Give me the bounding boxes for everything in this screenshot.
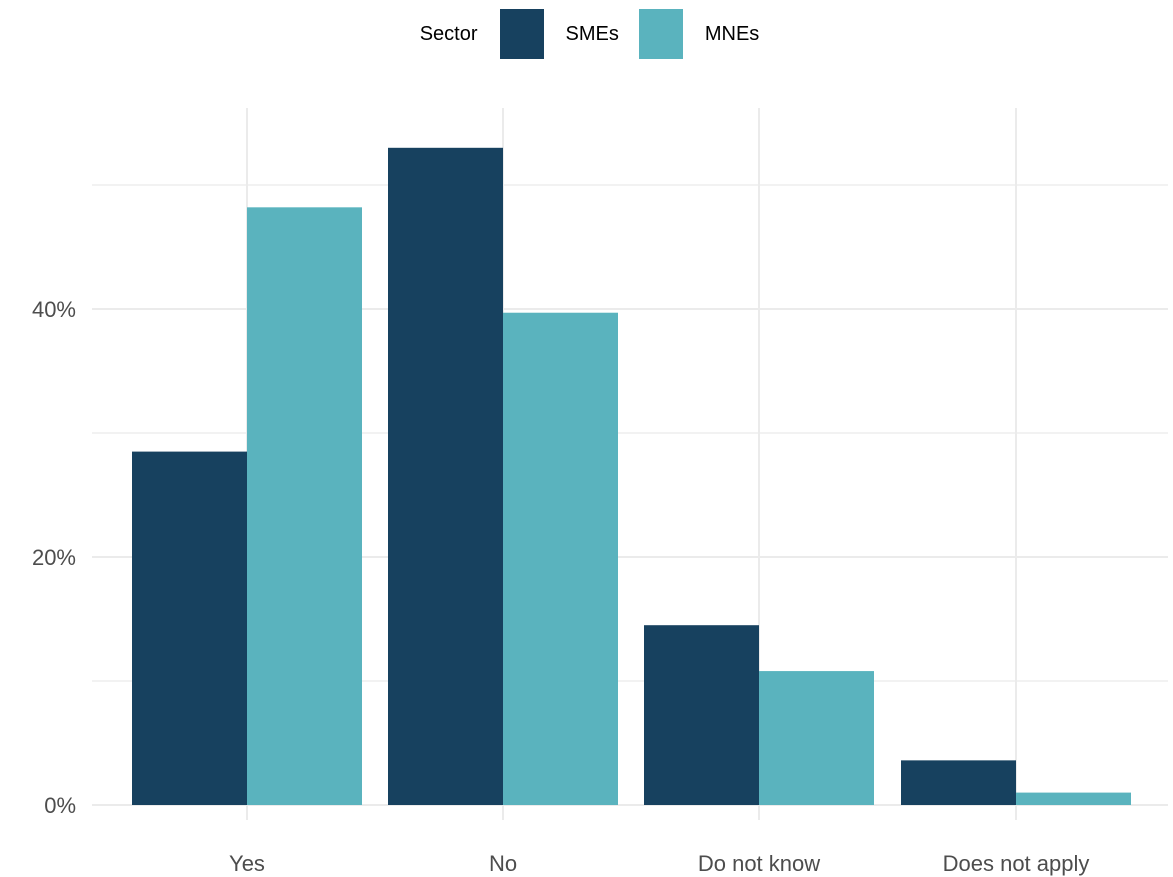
bar-smes-yes (132, 451, 247, 805)
x-tick-label: Yes (229, 851, 265, 876)
bar-smes-do-not-know (644, 625, 759, 805)
bar-mnes-yes (247, 207, 362, 805)
bar-smes-no (388, 147, 503, 806)
legend: Sector SMEs MNEs (0, 8, 1173, 60)
y-tick-label: 0% (44, 793, 76, 818)
bar-mnes-do-not-know (759, 671, 874, 805)
legend-label-smes: SMEs (565, 22, 619, 45)
bar-mnes-no (503, 312, 618, 805)
legend-key-smes (499, 9, 544, 59)
legend-title: Sector (419, 22, 478, 45)
y-tick-label: 20% (32, 545, 76, 570)
x-tick-label: No (489, 851, 517, 876)
legend-key-mnes (638, 9, 683, 59)
x-tick-label: Do not know (698, 851, 820, 876)
bar-mnes-does-not-apply (1016, 792, 1131, 805)
bar-smes-does-not-apply (901, 760, 1016, 805)
y-tick-label: 40% (32, 297, 76, 322)
x-tick-label: Does not apply (943, 851, 1090, 876)
legend-label-mnes: MNEs (704, 22, 760, 45)
